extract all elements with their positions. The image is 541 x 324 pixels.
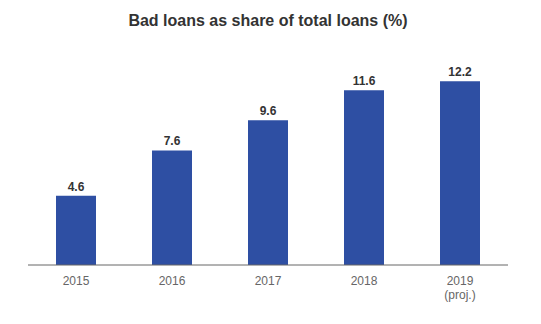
svg-text:4.6: 4.6 bbox=[68, 180, 85, 194]
html-text:Bad loans as share of total lo: Bad loans as share of total loans (%) bbox=[128, 12, 408, 29]
svg-text:2016: 2016 bbox=[159, 274, 186, 288]
svg-text:12.2: 12.2 bbox=[448, 65, 472, 79]
svg-text:2015: 2015 bbox=[63, 274, 90, 288]
svg-text:7.6: 7.6 bbox=[164, 134, 181, 148]
svg-text:9.6: 9.6 bbox=[260, 104, 277, 118]
svg-text:2017: 2017 bbox=[255, 274, 282, 288]
svg-text:11.6: 11.6 bbox=[353, 74, 376, 88]
svg-text:2018: 2018 bbox=[351, 274, 378, 288]
svg-text:2019(proj.): 2019(proj.) bbox=[444, 274, 475, 302]
